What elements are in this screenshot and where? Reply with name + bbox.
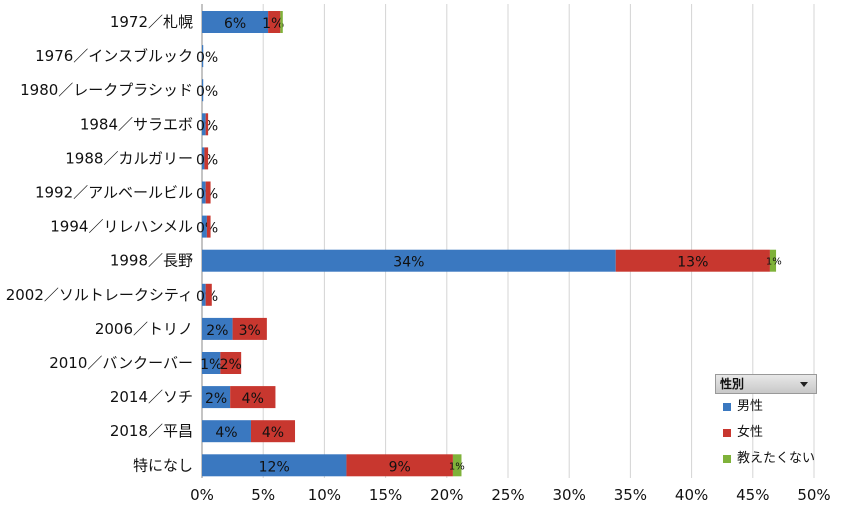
legend-item-female: 女性: [715, 420, 817, 446]
bar-segment: [230, 386, 276, 409]
category-label: 1992／アルベールビル: [35, 184, 193, 202]
bar-segment: [205, 283, 212, 306]
category-label: 1998／長野: [110, 252, 193, 270]
data-label: 1%: [766, 257, 782, 268]
data-label: 9%: [389, 459, 411, 475]
bar-segment: [206, 215, 211, 238]
bar-segment: [232, 317, 267, 340]
data-label: 0%: [196, 84, 218, 100]
category-label: 1976／インスブルック: [35, 47, 193, 65]
bar-segment: [205, 181, 211, 204]
category-label: 1984／サラエボ: [80, 115, 193, 133]
x-tick-label: 10%: [308, 486, 341, 504]
bar-segment: [204, 147, 209, 170]
bar-segment: [202, 215, 207, 238]
bar-segment: [202, 147, 205, 170]
x-tick-label: 20%: [430, 486, 463, 504]
data-label: 2%: [220, 357, 242, 373]
data-label: 2%: [205, 391, 227, 407]
legend-swatch-female: [723, 428, 731, 437]
bar-segment: [202, 45, 204, 68]
category-label: 2018／平昌: [110, 422, 193, 440]
bar-segment: [205, 113, 209, 136]
data-label: 1%: [449, 461, 465, 472]
x-tick-label: 5%: [251, 486, 275, 504]
category-label: 特になし: [133, 456, 193, 474]
bar-segment: [202, 113, 206, 136]
x-tick-label: 40%: [675, 486, 708, 504]
legend-item-male: 男性: [715, 394, 817, 420]
data-label: 34%: [393, 255, 424, 271]
x-tick-label: 30%: [553, 486, 586, 504]
data-label: 4%: [242, 391, 264, 407]
category-label: 1988／カルガリー: [65, 149, 193, 167]
category-label: 1994／リレハンメル: [50, 218, 193, 236]
x-tick-label: 45%: [736, 486, 769, 504]
category-label: 2010／バンクーバー: [49, 354, 193, 372]
category-label: 1980／レークプラシッド: [20, 81, 193, 99]
legend-label-female: 女性: [737, 425, 764, 440]
bar-segment: [615, 249, 770, 272]
x-tick-label: 15%: [369, 486, 402, 504]
chevron-down-icon[interactable]: [800, 382, 808, 387]
data-label: 1%: [262, 16, 284, 32]
x-tick-label: 25%: [491, 486, 524, 504]
category-label: 2006／トリノ: [95, 320, 193, 338]
data-label: 4%: [262, 425, 284, 441]
category-label: 2014／ソチ: [110, 388, 193, 406]
data-label: 1%: [200, 357, 222, 373]
bar-segment: [202, 11, 269, 33]
bar-segment: [769, 249, 777, 272]
bar-segment: [220, 352, 242, 374]
data-label: 3%: [239, 323, 261, 339]
legend-filter-button[interactable]: 性別: [715, 374, 817, 394]
legend-title: 性別: [720, 377, 745, 391]
category-label: 1972／札幌: [110, 13, 193, 31]
bar-segment: [202, 181, 206, 204]
data-label: 4%: [215, 425, 237, 441]
x-tick-label: 0%: [190, 486, 214, 504]
bar-segment: [202, 352, 221, 374]
bar-segment: [268, 11, 281, 33]
bar-segment: [250, 420, 296, 443]
bar-segment: [202, 283, 206, 306]
data-label: 2%: [206, 323, 228, 339]
bar-segment: [452, 454, 462, 477]
bar-segment: [202, 420, 251, 443]
data-label: 6%: [224, 16, 246, 32]
data-label: 13%: [677, 255, 708, 271]
legend: 性別 男性 女性 教えたくない: [715, 374, 817, 472]
data-label: 12%: [259, 459, 290, 475]
bar-segment: [202, 249, 616, 272]
legend-item-prefer-not: 教えたくない: [715, 446, 817, 472]
bar-segment: [202, 454, 347, 477]
data-label: 0%: [196, 50, 218, 66]
x-tick-label: 35%: [614, 486, 647, 504]
legend-swatch-male: [723, 402, 731, 411]
category-label: 2002／ソルトレークシティ: [6, 286, 193, 304]
bar-segment: [280, 11, 283, 33]
legend-label-prefer-not: 教えたくない: [737, 451, 816, 466]
legend-swatch-prefer-not: [723, 454, 731, 463]
x-tick-label: 50%: [797, 486, 830, 504]
bar-segment: [202, 386, 231, 409]
bar-segment: [202, 79, 204, 102]
bar-segment: [202, 317, 233, 340]
bar-segment: [346, 454, 453, 477]
legend-label-male: 男性: [737, 399, 764, 414]
